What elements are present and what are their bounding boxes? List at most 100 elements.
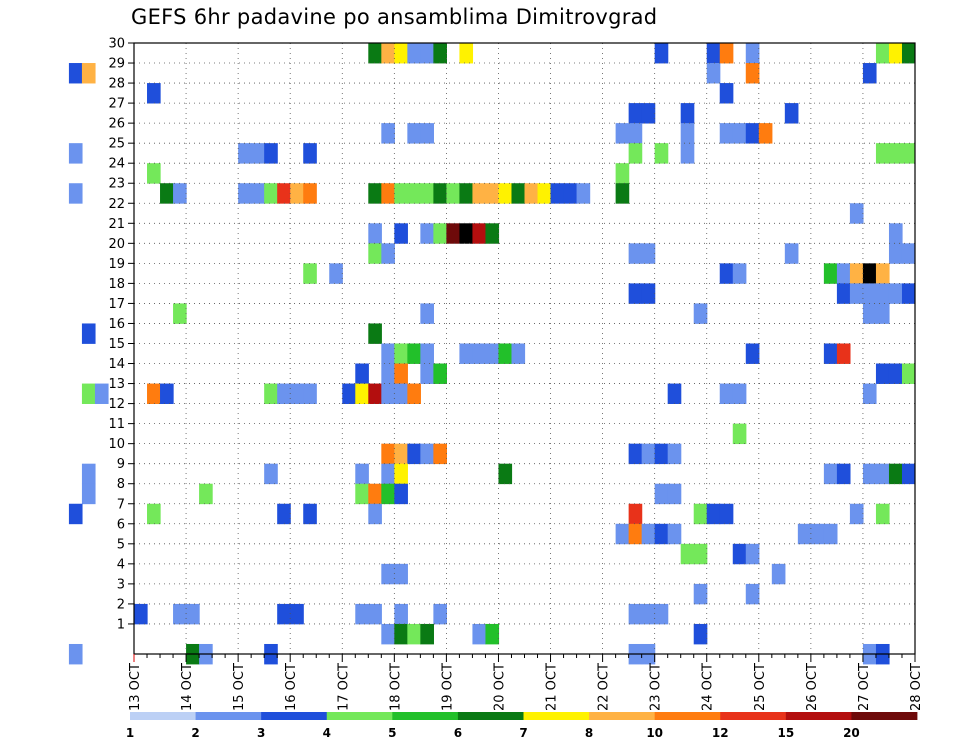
heatmap-cell <box>420 623 434 645</box>
x-tick-label: 15 OCT <box>232 663 247 711</box>
heatmap-cell <box>446 183 461 204</box>
heatmap-cell <box>901 143 915 164</box>
y-tick-label: 30 <box>108 37 125 52</box>
legend-swatch <box>457 712 524 720</box>
heatmap-cell <box>394 483 408 505</box>
y-tick-label: 29 <box>108 57 125 72</box>
heatmap-cell <box>693 543 708 565</box>
heatmap-cell <box>407 383 421 404</box>
heatmap-cell <box>615 523 630 545</box>
heatmap-cell <box>290 383 304 404</box>
legend-label: 15 <box>777 726 794 740</box>
y-tick-label: 17 <box>108 297 125 312</box>
x-tick-label: 23 OCT <box>649 663 664 711</box>
heatmap-cell <box>719 263 734 284</box>
heatmap-cell <box>823 523 838 545</box>
heatmap-cell <box>550 183 565 204</box>
y-tick-label: 27 <box>108 97 125 112</box>
heatmap-cell <box>394 383 408 404</box>
heatmap-cell <box>823 343 838 364</box>
legend-swatch <box>654 712 721 720</box>
heatmap-cell <box>459 43 474 64</box>
heatmap-cell <box>524 183 539 204</box>
heatmap-cell <box>394 623 408 645</box>
y-tick-label: 5 <box>117 537 125 552</box>
legend-label: 5 <box>388 726 396 740</box>
heatmap-cell <box>875 143 890 164</box>
x-tick-label: 28 OCT <box>909 663 924 711</box>
heatmap-cell <box>173 603 187 625</box>
heatmap-cell <box>147 83 161 104</box>
heatmap-cell <box>888 283 903 304</box>
heatmap-cell <box>368 383 382 404</box>
legend-label: 10 <box>646 726 663 740</box>
heatmap-cell <box>511 343 526 364</box>
heatmap-cell <box>888 223 903 244</box>
heatmap-cell <box>485 223 500 244</box>
y-tick-label: 24 <box>108 157 125 172</box>
x-tick-label: 25 OCT <box>753 663 768 711</box>
y-tick-label: 20 <box>108 237 125 252</box>
heatmap-cell <box>94 383 109 404</box>
heatmap-cell <box>277 603 291 625</box>
chart-title: GEFS 6hr padavine po ansamblima Dimitrov… <box>131 5 658 29</box>
heatmap-cell <box>862 383 877 404</box>
x-tick-label: 26 OCT <box>805 663 820 711</box>
heatmap-cell <box>381 483 395 505</box>
heatmap-cell <box>420 43 434 64</box>
heatmap-cell <box>823 463 838 485</box>
heatmap-cell <box>420 363 434 384</box>
heatmap-cell <box>394 563 408 585</box>
heatmap-cell <box>576 183 591 204</box>
heatmap-cell <box>628 123 643 144</box>
heatmap-cell <box>784 103 799 124</box>
heatmap-cell <box>732 263 747 284</box>
heatmap-cell <box>628 503 643 525</box>
legend-swatch <box>785 712 852 720</box>
heatmap-cell <box>355 363 369 384</box>
heatmap-cell <box>472 223 487 244</box>
heatmap-cell <box>888 363 903 384</box>
heatmap-cell <box>394 603 408 625</box>
heatmap-cell <box>394 223 408 244</box>
heatmap-cell <box>160 183 174 204</box>
heatmap-cell <box>849 203 864 224</box>
legend-swatch <box>851 712 918 720</box>
heatmap-cell <box>641 523 656 545</box>
legend-swatch <box>523 712 590 720</box>
heatmap-cell <box>381 343 395 364</box>
heatmap-cell <box>277 183 291 204</box>
y-tick-label: 16 <box>108 317 125 332</box>
heatmap-cell <box>355 603 369 625</box>
heatmap-cell <box>615 123 630 144</box>
heatmap-cell <box>836 463 851 485</box>
heatmap-cell <box>81 383 96 404</box>
heatmap-cell <box>459 223 474 244</box>
legend-label: 1 <box>126 726 134 740</box>
heatmap-cell <box>81 483 96 505</box>
heatmap-cell <box>251 183 265 204</box>
heatmap-cell <box>667 523 682 545</box>
y-tick-label: 6 <box>117 517 125 532</box>
heatmap-cell <box>459 343 474 364</box>
heatmap-cell <box>173 183 187 204</box>
heatmap-cell <box>472 183 487 204</box>
heatmap-cell <box>901 243 915 264</box>
heatmap-cell <box>628 523 643 545</box>
x-tick-label: 22 OCT <box>597 663 612 711</box>
heatmap-cell <box>901 43 915 64</box>
heatmap-cell <box>875 283 890 304</box>
heatmap-cell <box>641 283 656 304</box>
legend-label: 4 <box>323 726 331 740</box>
heatmap-cell <box>420 303 434 324</box>
heatmap-cell <box>381 243 395 264</box>
heatmap-cell <box>901 463 915 485</box>
heatmap-cell <box>134 603 148 625</box>
heatmap-cell <box>654 143 669 164</box>
legend-swatch <box>195 712 262 720</box>
heatmap-cell <box>836 263 851 284</box>
heatmap-cell <box>407 123 421 144</box>
heatmap-cell <box>81 463 96 485</box>
heatmap-cell <box>68 643 83 665</box>
